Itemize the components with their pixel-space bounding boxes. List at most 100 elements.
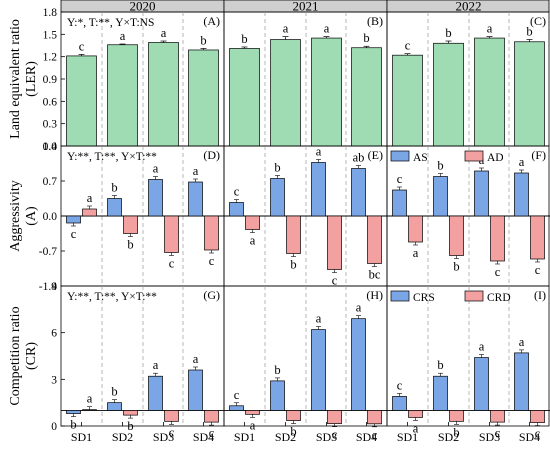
significance-letter: b (274, 363, 280, 377)
bar-crs (514, 352, 529, 411)
significance-letter: c (209, 254, 215, 268)
bar-as (148, 179, 163, 217)
bar-crd (204, 410, 219, 423)
bar-crs (351, 318, 366, 411)
significance-letter: b (453, 425, 459, 439)
row-a-ytick-label: -0.7 (39, 246, 57, 258)
legend-label-crd: CRD (487, 292, 511, 304)
xtick-label-sd1: SD1 (71, 430, 92, 444)
bar-crd (123, 410, 138, 416)
bar-crd (164, 410, 179, 422)
bar-ad (286, 215, 301, 254)
row-ler-ylabel: Land equivalent ratio(LER) (8, 19, 39, 139)
bar-crd (408, 410, 423, 418)
row-cr-ytick-label: 0 (51, 421, 57, 433)
significance-letter: a (153, 358, 159, 372)
bar-crd (367, 410, 382, 425)
significance-letter: a (250, 234, 256, 248)
panel-A: (A) c a a b (60, 11, 225, 147)
significance-letter: a (487, 22, 493, 36)
panel-frame (386, 285, 550, 427)
xtick-label-sd1: SD1 (397, 430, 418, 444)
row-ler-ytick-label: 1.2 (43, 52, 58, 64)
bar-as (311, 162, 326, 217)
bar-ler (351, 47, 382, 147)
significance-letter: c (169, 425, 175, 439)
bar-ler (66, 55, 97, 147)
row-ler-ytick-label: 0.9 (43, 74, 58, 86)
row-a-ylabel: Aggressivity(A) (8, 180, 39, 252)
row-ler-ytick-label: 0.0 (43, 141, 58, 153)
legend-swatch-ad (464, 150, 484, 162)
legend-label-crs: CRS (413, 292, 435, 304)
significance-letter: a (324, 22, 330, 36)
row-ler-ytick-label: 1.5 (43, 29, 58, 41)
bar-as (392, 189, 407, 217)
bar-crs (66, 410, 81, 414)
bar-ler (514, 41, 545, 147)
significance-letter: a (316, 145, 322, 159)
bar-crd (530, 410, 545, 423)
row-ler-stats: Y:*, T:**, Y×T:NS (67, 17, 154, 29)
bar-ler (229, 48, 260, 147)
bar-crs (148, 375, 163, 411)
bar-ad (367, 215, 382, 264)
significance-letter: c (71, 227, 77, 241)
significance-letter: a (519, 155, 525, 169)
panel-tag: (A) (203, 14, 220, 28)
significance-letter: b (111, 385, 117, 399)
panel-C: (C) c b a b (386, 11, 550, 147)
significance-letter: c (332, 428, 338, 442)
significance-letter: c (405, 39, 411, 53)
row-a-ytick-label: 1.4 (43, 141, 58, 153)
bar-ad (408, 215, 423, 243)
significance-letter: a (356, 301, 362, 315)
significance-letter: c (234, 388, 240, 402)
significance-letter: a (120, 29, 126, 43)
significance-letter: c (535, 427, 541, 441)
significance-letter: a (193, 352, 199, 366)
bar-as (229, 202, 244, 217)
panel-B: (B) b a a b (223, 11, 388, 147)
significance-letter: a (193, 164, 199, 178)
panel-D: (D) c b a a a b c c (60, 145, 225, 287)
significance-letter: b (290, 425, 296, 439)
panel-tag: (B) (367, 14, 383, 28)
xtick-label-sd1: SD1 (234, 430, 255, 444)
xtick-label-sd3: SD3 (316, 430, 337, 444)
significance-letter: c (535, 263, 541, 277)
significance-letter: b (200, 33, 206, 47)
xtick-label-sd2: SD2 (112, 430, 133, 444)
significance-letter: a (519, 335, 525, 349)
significance-letter: c (234, 185, 240, 199)
bar-crs (270, 380, 285, 411)
row-cr-ytick-label: 3 (51, 374, 57, 386)
panel-tag: (C) (530, 14, 546, 28)
panel-I: (I) c b a a a b c c (386, 285, 550, 441)
bar-as (474, 170, 489, 217)
legend-swatch-crd (464, 290, 484, 302)
row-a-ytick-label: -1.4 (39, 281, 57, 293)
significance-letter: c (209, 426, 215, 440)
bar-as (270, 178, 285, 217)
significance-letter: b (437, 159, 443, 173)
significance-letter: b (127, 419, 133, 433)
bar-ler (270, 39, 301, 147)
bar-as (188, 181, 203, 217)
bar-crs (392, 396, 407, 411)
bar-as (107, 198, 122, 217)
significance-letter: c (372, 428, 378, 442)
xtick-label-sd2: SD2 (438, 430, 459, 444)
significance-letter: c (397, 172, 403, 186)
significance-letter: c (79, 39, 85, 53)
row-cr-ytick-label: 9 (51, 281, 57, 293)
panel-tag: (G) (203, 288, 220, 302)
significance-letter: c (495, 426, 501, 440)
row-ler-ytick-label: 1.8 (43, 7, 58, 19)
bar-as (514, 172, 529, 217)
bar-crd (82, 409, 97, 411)
bar-crd (449, 410, 464, 422)
significance-letter: bc (369, 268, 381, 282)
